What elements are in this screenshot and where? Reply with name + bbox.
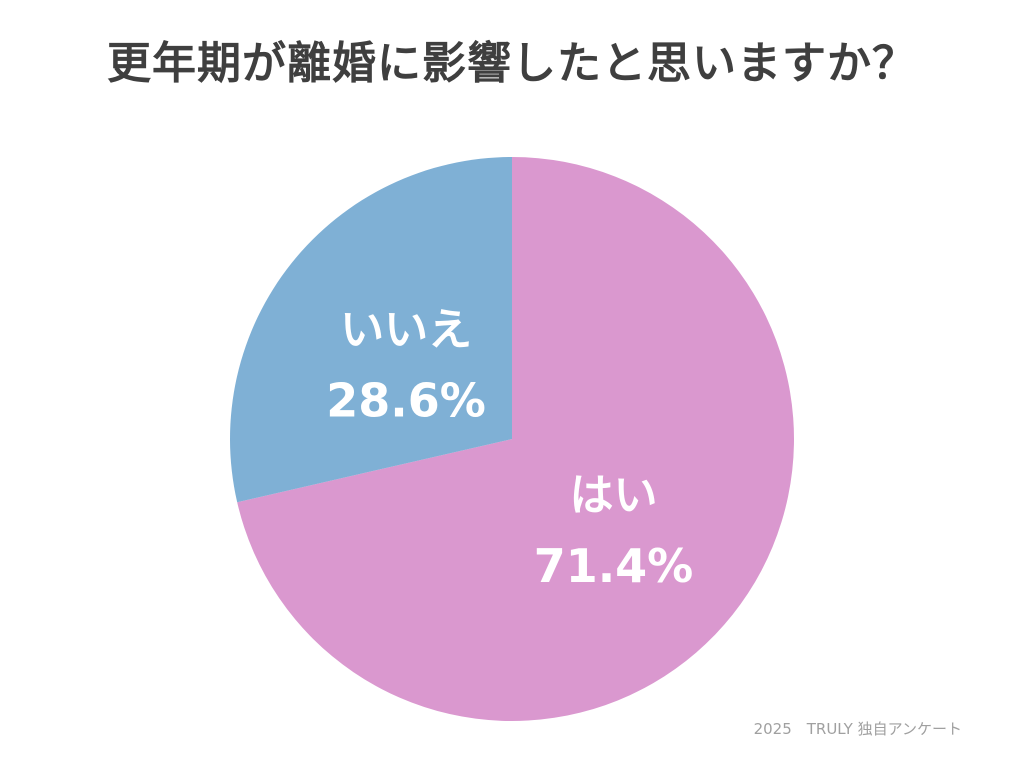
slice-value-label: 71.4%	[534, 539, 694, 593]
slice-label: はい	[569, 470, 657, 521]
slice-value-label: 28.6%	[326, 374, 486, 428]
pie-slice-no	[230, 157, 512, 503]
chart-title: 更年期が離婚に影響したと思いますか？	[107, 38, 917, 89]
pie-slice-yes	[237, 157, 795, 721]
source-note: 2025 TRULY 独自アンケート	[753, 720, 962, 738]
slice-label: いいえ	[340, 305, 472, 356]
